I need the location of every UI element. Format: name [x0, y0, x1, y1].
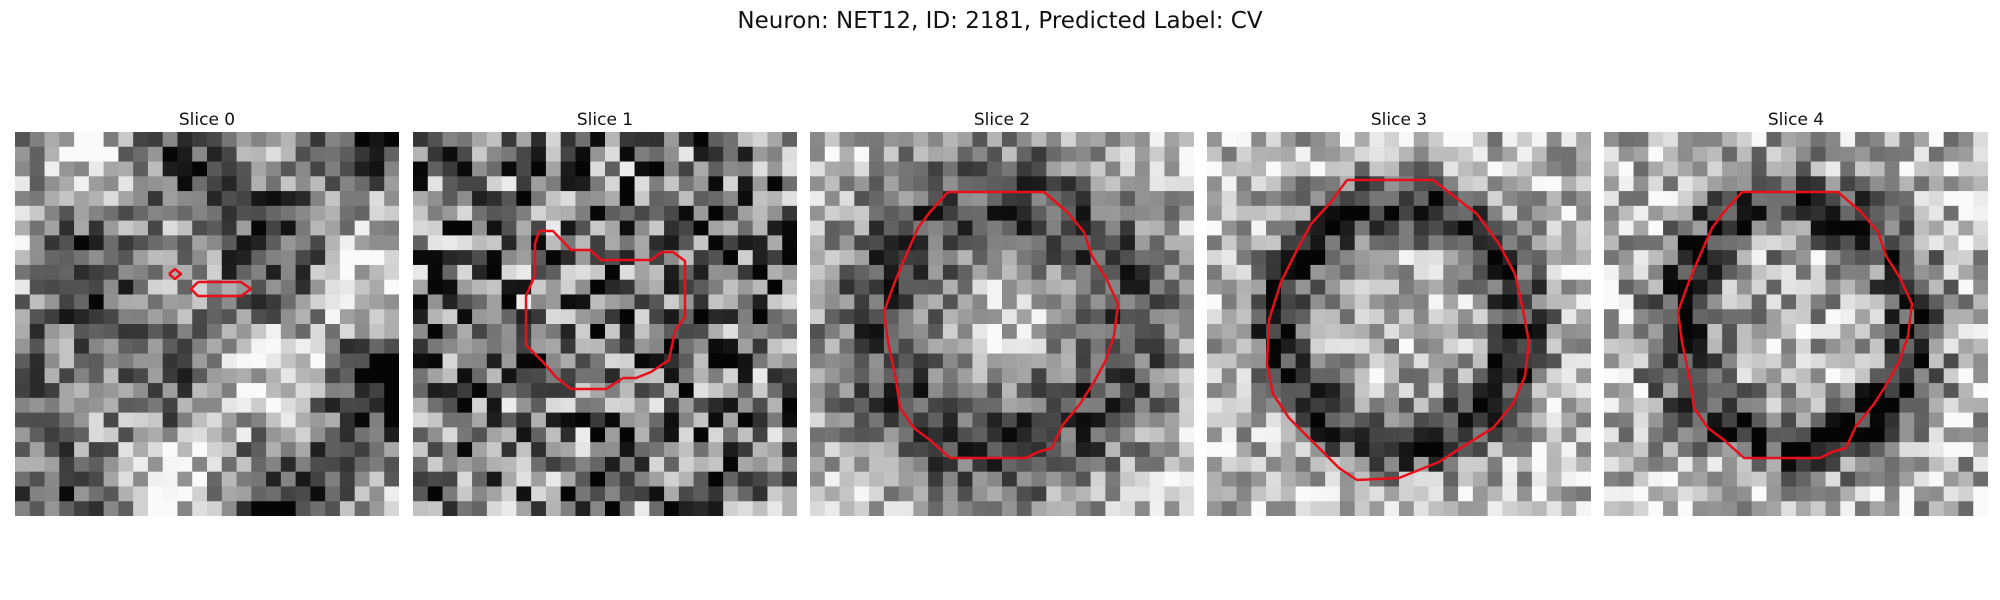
- slice-image: [810, 132, 1194, 516]
- segmentation-contour: [882, 190, 1120, 460]
- pixel-grid: [413, 132, 797, 516]
- slice-panel-3: Slice 3: [1207, 110, 1591, 516]
- slice-image: [15, 132, 399, 516]
- segmentation-contour: [168, 267, 183, 281]
- segmentation-contour: [1265, 178, 1531, 482]
- pixel-grid: [15, 132, 399, 516]
- slice-title: Slice 4: [1767, 110, 1825, 130]
- pixel-grid: [1207, 132, 1591, 516]
- segmentation-contour: [1676, 190, 1914, 460]
- slice-image: [413, 132, 797, 516]
- slice-panel-2: Slice 2: [810, 110, 1194, 516]
- slice-image: [1604, 132, 1988, 516]
- segmentation-contour: [524, 229, 687, 391]
- slice-panel-1: Slice 1: [413, 110, 797, 516]
- slice-title: Slice 3: [1370, 110, 1428, 130]
- slice-panel-4: Slice 4: [1604, 110, 1988, 516]
- slice-image: [1207, 132, 1591, 516]
- segmentation-contour: [189, 280, 253, 298]
- slice-panel-0: Slice 0: [15, 110, 399, 516]
- pixel-grid: [1604, 132, 1988, 516]
- pixel-grid: [810, 132, 1194, 516]
- slice-title: Slice 2: [973, 110, 1031, 130]
- slice-title: Slice 0: [178, 110, 236, 130]
- slice-title: Slice 1: [576, 110, 634, 130]
- figure-title: Neuron: NET12, ID: 2181, Predicted Label…: [737, 8, 1263, 34]
